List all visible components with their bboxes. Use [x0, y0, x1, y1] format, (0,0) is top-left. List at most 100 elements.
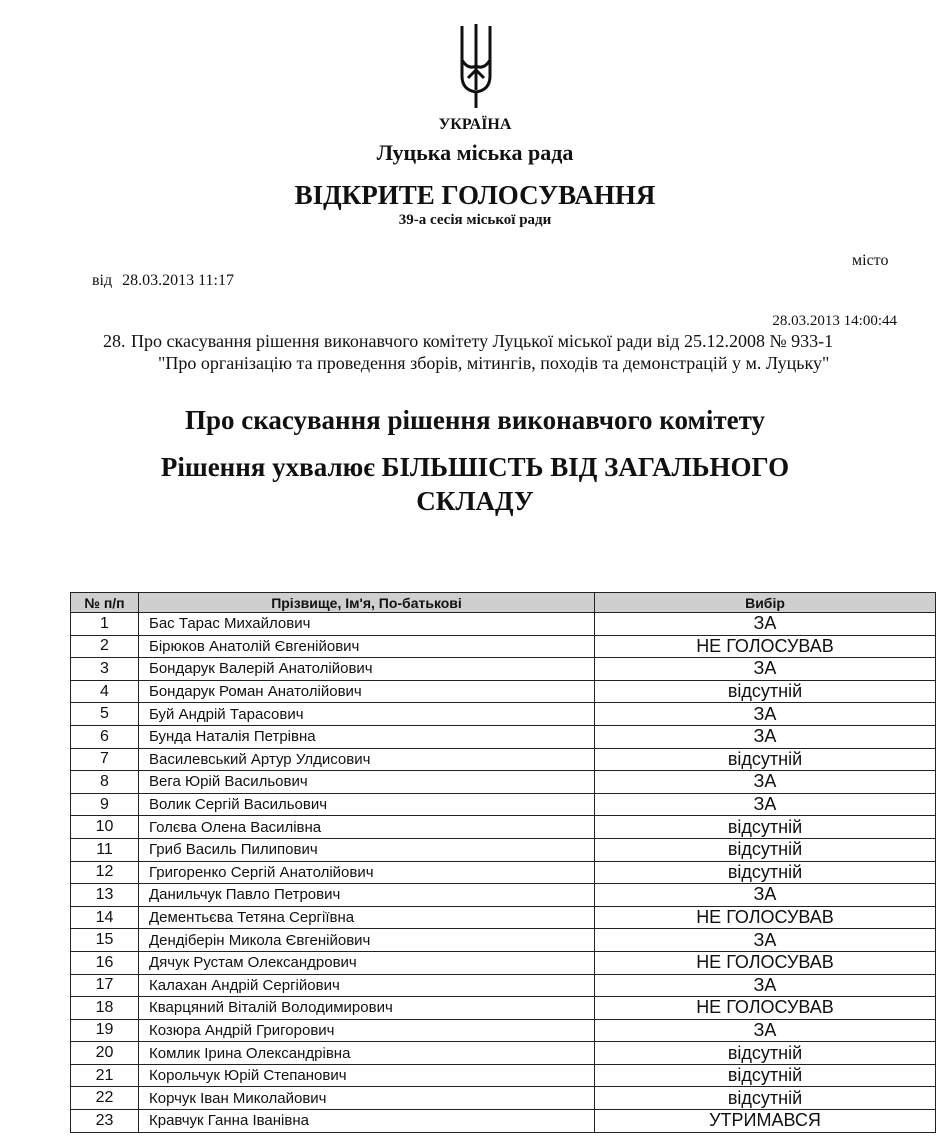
row-number: 15 [70, 928, 139, 952]
row-number: 19 [70, 1018, 139, 1043]
question-text-line1: Про скасування рішення виконавчого коміт… [131, 331, 834, 351]
council-name: Луцька міська рада [376, 140, 574, 165]
deputy-name: Волик Сергій Васильович [138, 792, 595, 817]
vote-choice: ЗА [594, 612, 936, 636]
vote-choice: ЗА [594, 883, 936, 907]
deputy-name: Калахан Андрій Сергійович [138, 973, 595, 998]
vote-choice: відсутній [594, 1086, 936, 1111]
table-row: 7 Василевський Артур Улдисович відсутній [70, 747, 936, 772]
question-number: 28. [103, 331, 126, 351]
question-timestamp: 28.03.2013 14:00:44 [772, 313, 897, 329]
row-number: 21 [70, 1063, 139, 1088]
table-row: 17 Калахан Андрій Сергійович ЗА [70, 973, 936, 998]
deputy-name: Буй Андрій Тарасович [138, 702, 595, 726]
city-label: місто [852, 252, 889, 269]
deputy-name: Бірюков Анатолій Євгенійович [138, 634, 595, 659]
row-number: 4 [70, 679, 139, 704]
decision-heading: Про скасування рішення виконавчого коміт… [184, 405, 766, 435]
deputy-name: Корчук Іван Миколайович [138, 1086, 595, 1111]
session-label: 39-а сесія міської ради [398, 212, 552, 228]
votes-table: № п/п Прізвище, Ім'я, По-батькові Вибір … [70, 592, 936, 1133]
row-number: 10 [70, 815, 139, 839]
table-row: 3 Бондарук Валерій Анатолійович ЗА [70, 657, 936, 681]
table-row: 2 Бірюков Анатолій Євгенійович НЕ ГОЛОСУВА… [70, 634, 936, 659]
vote-choice: ЗА [594, 973, 936, 998]
deputy-name: Бондарук Валерій Анатолійович [138, 657, 595, 681]
deputy-name: Козюра Андрій Григорович [138, 1018, 595, 1043]
deputy-name: Голєва Олена Василівна [138, 815, 595, 839]
table-row: 13 Данильчук Павло Петрович ЗА [70, 883, 936, 907]
vote-choice: відсутній [594, 860, 936, 885]
deputy-name: Комлик Ірина Олександрівна [138, 1041, 595, 1065]
table-row: 15 Дендіберін Микола Євгенійович ЗА [70, 928, 936, 952]
table-row: 4 Бондарук Роман Анатолійович відсутній [70, 679, 936, 704]
table-row: 6 Бунда Наталія Петрівна ЗА [70, 724, 936, 749]
vote-choice: ЗА [594, 928, 936, 952]
country-label: УКРАЇНА [438, 116, 512, 133]
vote-choice: УТРИМАВСЯ [594, 1109, 936, 1133]
column-header-choice: Вибір [594, 592, 936, 613]
table-row: 12 Григоренко Сергій Анатолійович відсутні… [70, 860, 936, 885]
table-row: 22 Корчук Іван Миколайович відсутній [70, 1086, 936, 1111]
vote-choice: відсутній [594, 837, 936, 862]
vote-choice: ЗА [594, 792, 936, 817]
row-number: 3 [70, 657, 139, 681]
vote-choice: відсутній [594, 1041, 936, 1065]
table-row: 9 Волик Сергій Васильович ЗА [70, 792, 936, 817]
vote-choice: НЕ ГОЛОСУВАВ [594, 634, 936, 659]
row-number: 22 [70, 1086, 139, 1111]
deputy-name: Дендіберін Микола Євгенійович [138, 928, 595, 952]
deputy-name: Кварцяний Віталій Володимирович [138, 996, 595, 1020]
deputy-name: Корольчук Юрій Степанович [138, 1063, 595, 1088]
vote-choice: ЗА [594, 724, 936, 749]
row-number: 7 [70, 747, 139, 772]
table-row: 18 Кварцяний Віталій Володимирович НЕ ГОЛО… [70, 996, 936, 1020]
decision-rule: Рішення ухвалює БІЛЬШІСТЬ ВІД ЗАГАЛЬНОГО… [0, 450, 950, 518]
column-header-number: № п/п [70, 592, 139, 613]
deputy-name: Кравчук Ганна Іванівна [138, 1109, 595, 1133]
table-row: 11 Гриб Василь Пилипович відсутній [70, 837, 936, 862]
deputy-name: Гриб Василь Пилипович [138, 837, 595, 862]
table-row: 19 Козюра Андрій Григорович ЗА [70, 1018, 936, 1043]
row-number: 12 [70, 860, 139, 885]
deputy-name: Дячук Рустам Олександрович [138, 950, 595, 975]
table-row: 1 Бас Тарас Михайлович ЗА [70, 612, 936, 636]
trident-emblem-icon [460, 24, 492, 108]
vote-choice: відсутній [594, 679, 936, 704]
table-row: 10 Голєва Олена Василівна відсутній [70, 815, 936, 839]
row-number: 9 [70, 792, 139, 817]
vote-choice: ЗА [594, 702, 936, 726]
question-text-line2: "Про організацію та проведення зборів, м… [158, 353, 830, 373]
row-number: 17 [70, 973, 139, 998]
row-number: 2 [70, 634, 139, 659]
column-header-name: Прізвище, Ім'я, По-батькові [138, 592, 595, 613]
vote-choice: ЗА [594, 657, 936, 681]
row-number: 18 [70, 996, 139, 1020]
deputy-name: Данильчук Павло Петрович [138, 883, 595, 907]
from-date: від 28.03.2013 11:17 [92, 272, 244, 290]
deputy-name: Вега Юрій Васильович [138, 770, 595, 794]
row-number: 13 [70, 883, 139, 907]
deputy-name: Бондарук Роман Анатолійович [138, 679, 595, 704]
vote-type-title: ВІДКРИТЕ ГОЛОСУВАННЯ [294, 180, 656, 210]
row-number: 6 [70, 724, 139, 749]
table-row: 23 Кравчук Ганна Іванівна УТРИМАВСЯ [70, 1109, 936, 1133]
row-number: 11 [70, 837, 139, 862]
vote-choice: НЕ ГОЛОСУВАВ [594, 950, 936, 975]
row-number: 23 [70, 1109, 139, 1133]
table-row: 20 Комлик Ірина Олександрівна відсутній [70, 1041, 936, 1065]
table-header-row: № п/п Прізвище, Ім'я, По-батькові Вибір [70, 592, 936, 613]
row-number: 16 [70, 950, 139, 975]
deputy-name: Бас Тарас Михайлович [138, 612, 595, 636]
vote-choice: НЕ ГОЛОСУВАВ [594, 905, 936, 930]
table-row: 16 Дячук Рустам Олександрович НЕ ГОЛОСУВАВ [70, 950, 936, 975]
from-label: від [92, 272, 113, 289]
table-row: 5 Буй Андрій Тарасович ЗА [70, 702, 936, 726]
row-number: 14 [70, 905, 139, 930]
vote-choice: ЗА [594, 770, 936, 794]
deputy-name: Дементьєва Тетяна Сергіївна [138, 905, 595, 930]
deputy-name: Бунда Наталія Петрівна [138, 724, 595, 749]
vote-choice: відсутній [594, 815, 936, 839]
table-row: 14 Дементьєва Тетяна Сергіївна НЕ ГОЛОСУВА… [70, 905, 936, 930]
